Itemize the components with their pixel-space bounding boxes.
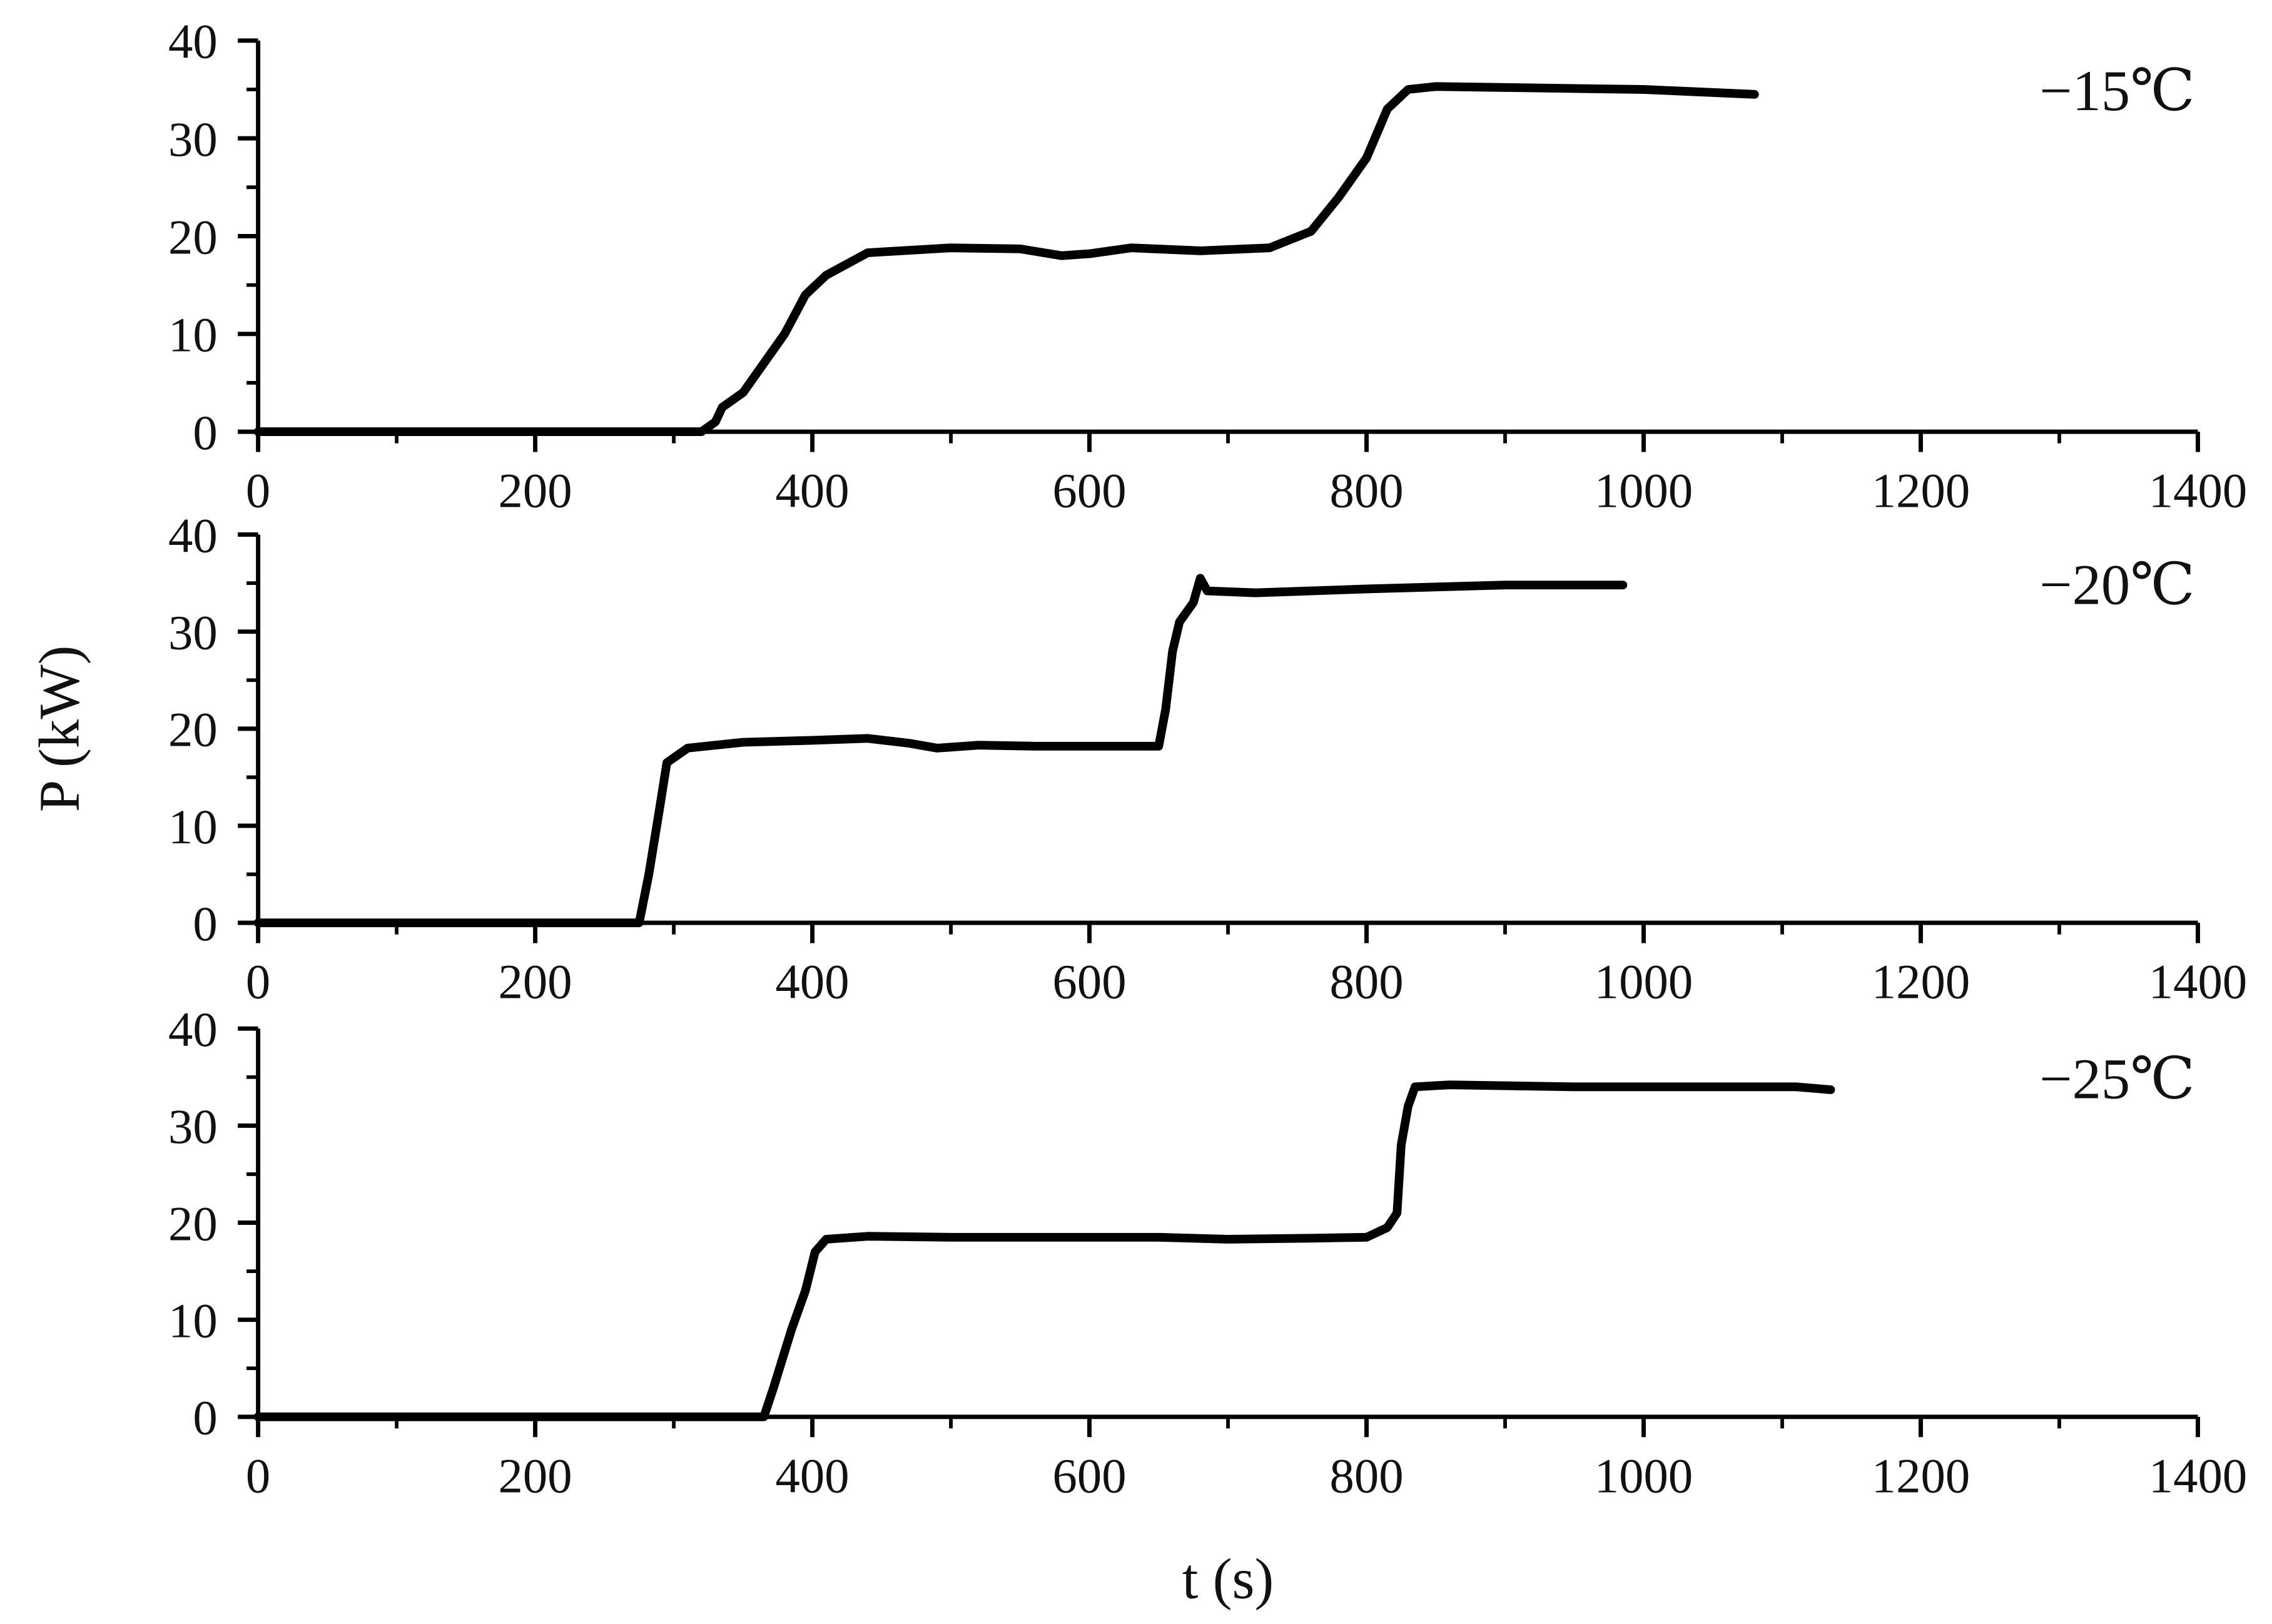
x-tick-label: 1000: [1595, 1449, 1693, 1503]
x-tick-label: 1400: [2149, 1449, 2247, 1503]
annotation: −25℃: [2039, 1047, 2194, 1111]
x-tick-label: 200: [499, 1449, 572, 1503]
x-tick-label: 1200: [1872, 1449, 1970, 1503]
x-tick-label: 800: [1330, 1449, 1404, 1503]
x-tick-label: 400: [776, 1449, 849, 1503]
x-tick-label: 1000: [1595, 464, 1693, 519]
data-line: [253, 574, 1628, 928]
x-tick-label: 800: [1330, 955, 1404, 1010]
y-tick-label: 20: [168, 1197, 218, 1251]
x-tick-label: 400: [776, 464, 849, 519]
x-tick-label: 800: [1330, 464, 1404, 519]
x-tick-label: 600: [1053, 1449, 1127, 1503]
x-tick-label: 1200: [1872, 464, 1970, 519]
y-tick-label: 40: [168, 509, 218, 563]
x-tick-label: 1200: [1872, 955, 1970, 1010]
y-tick-label: 20: [168, 703, 218, 758]
y-tick-label: 30: [168, 606, 218, 660]
y-tick-label: 10: [168, 308, 218, 363]
x-tick-label: 200: [499, 464, 572, 519]
y-tick-label: 0: [193, 406, 217, 460]
y-tick-label: 40: [168, 1003, 218, 1057]
annotation: −15℃: [2039, 59, 2194, 123]
x-tick-label: 600: [1053, 955, 1127, 1010]
y-tick-label: 30: [168, 1100, 218, 1154]
data-line: [253, 1080, 1835, 1421]
x-tick-label: 0: [246, 1449, 270, 1503]
y-tick-label: 30: [168, 113, 218, 167]
x-tick-label: 0: [246, 464, 270, 519]
y-tick-label: 20: [168, 210, 218, 265]
data-line: [253, 82, 1759, 437]
y-tick-label: 10: [168, 1294, 218, 1348]
y-axis-label: P (kW): [27, 646, 91, 813]
x-tick-label: 1400: [2149, 955, 2247, 1010]
y-tick-label: 10: [168, 800, 218, 855]
y-tick-label: 0: [193, 897, 217, 952]
annotation: −20℃: [2039, 553, 2194, 617]
y-tick-label: 0: [193, 1391, 217, 1446]
x-tick-label: 400: [776, 955, 849, 1010]
y-tick-label: 40: [168, 15, 218, 69]
x-tick-label: 600: [1053, 464, 1127, 519]
x-tick-label: 0: [246, 955, 270, 1010]
x-tick-label: 1400: [2149, 464, 2247, 519]
x-axis-label: t (s): [1182, 1546, 1274, 1611]
x-tick-label: 1000: [1595, 955, 1693, 1010]
x-tick-label: 200: [499, 955, 572, 1010]
